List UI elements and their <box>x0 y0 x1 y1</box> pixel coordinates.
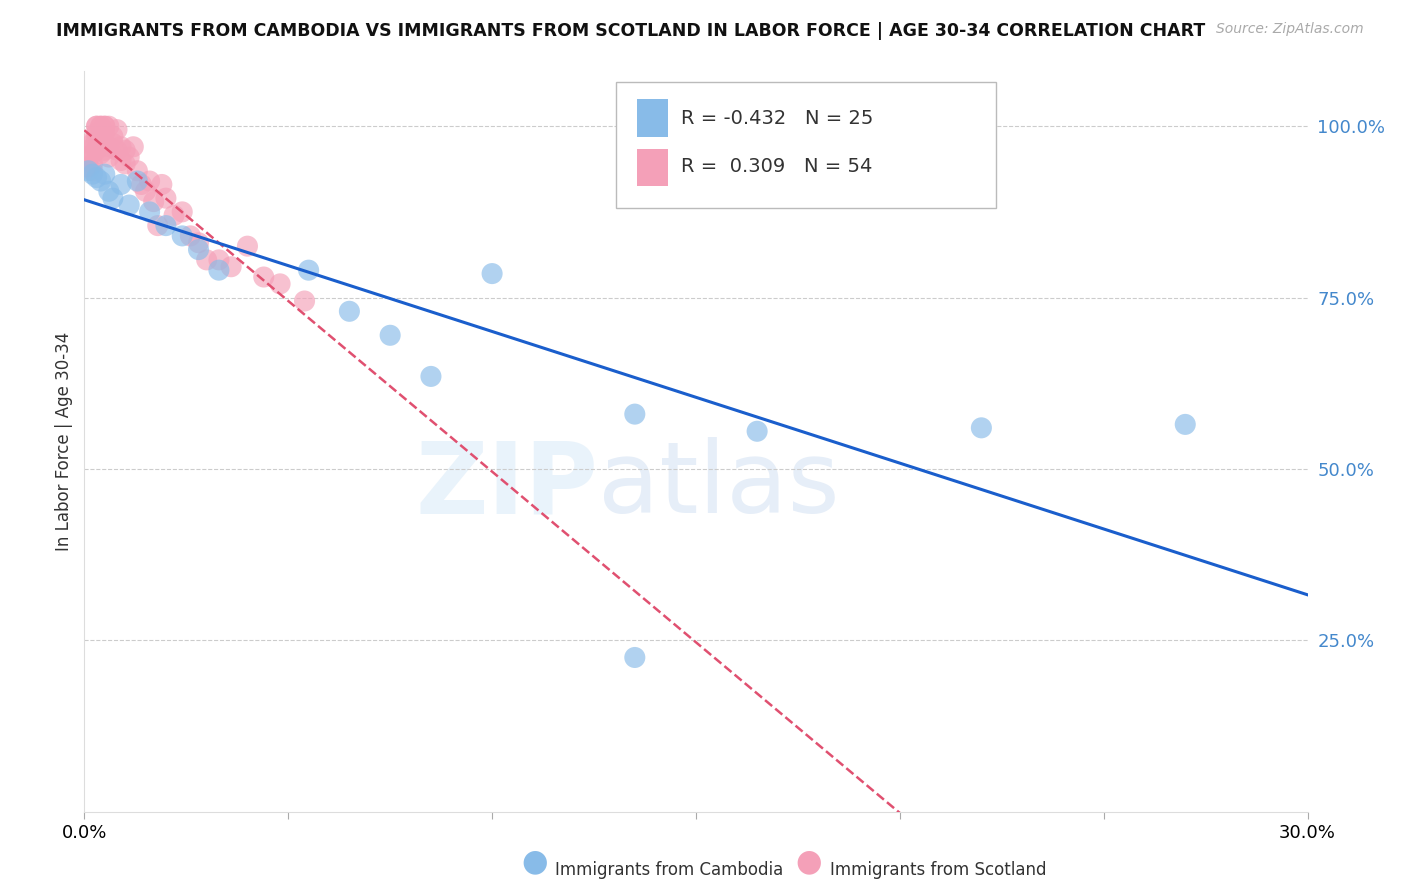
Point <box>339 304 360 318</box>
Point <box>93 119 115 133</box>
Bar <box>637 149 668 186</box>
Point <box>747 424 769 438</box>
Text: atlas: atlas <box>598 437 839 534</box>
Point <box>127 174 149 188</box>
Point <box>97 150 120 164</box>
Point <box>93 119 115 133</box>
Point <box>138 205 160 219</box>
Point <box>624 407 647 421</box>
Point <box>187 243 209 257</box>
Point <box>97 184 120 198</box>
Point <box>97 140 120 154</box>
Point <box>97 119 120 133</box>
Point <box>93 126 115 140</box>
Text: Immigrants from Scotland: Immigrants from Scotland <box>830 861 1046 879</box>
Point <box>208 252 231 267</box>
Point <box>86 133 108 147</box>
Point <box>86 143 108 157</box>
Point <box>298 263 321 277</box>
Text: R = -0.432   N = 25: R = -0.432 N = 25 <box>682 109 873 128</box>
Point <box>90 119 112 133</box>
Text: Immigrants from Cambodia: Immigrants from Cambodia <box>555 861 783 879</box>
Point <box>110 153 132 168</box>
Point <box>82 167 104 181</box>
Point <box>420 369 443 384</box>
Point <box>122 140 145 154</box>
Point <box>208 263 231 277</box>
Point <box>118 198 141 212</box>
Point <box>269 277 291 291</box>
Point <box>105 143 128 157</box>
Point <box>135 184 157 198</box>
Point <box>179 228 201 243</box>
Point <box>1174 417 1197 432</box>
Point <box>93 167 115 181</box>
Point <box>77 161 100 175</box>
Text: R =  0.309   N = 54: R = 0.309 N = 54 <box>682 157 873 176</box>
Point <box>86 119 108 133</box>
Point <box>624 650 647 665</box>
Point <box>82 136 104 151</box>
Point <box>90 146 112 161</box>
Point <box>82 163 104 178</box>
Point <box>77 136 100 151</box>
FancyBboxPatch shape <box>616 82 995 209</box>
Y-axis label: In Labor Force | Age 30-34: In Labor Force | Age 30-34 <box>55 332 73 551</box>
Point <box>146 219 169 233</box>
Point <box>82 146 104 161</box>
Point <box>114 157 136 171</box>
Point <box>138 174 160 188</box>
Point <box>155 219 177 233</box>
Point <box>86 170 108 185</box>
Point <box>142 194 165 209</box>
Point <box>131 178 153 192</box>
Point <box>118 150 141 164</box>
Text: ●: ● <box>522 847 547 876</box>
Text: Source: ZipAtlas.com: Source: ZipAtlas.com <box>1216 22 1364 37</box>
Point <box>219 260 242 274</box>
Point <box>77 143 100 157</box>
Point <box>77 150 100 164</box>
Point <box>172 228 194 243</box>
Point <box>93 136 115 151</box>
Point <box>110 140 132 154</box>
Point <box>187 235 209 250</box>
Point <box>82 157 104 171</box>
Point <box>105 122 128 136</box>
Text: IMMIGRANTS FROM CAMBODIA VS IMMIGRANTS FROM SCOTLAND IN LABOR FORCE | AGE 30-34 : IMMIGRANTS FROM CAMBODIA VS IMMIGRANTS F… <box>56 22 1205 40</box>
Point <box>294 293 316 308</box>
Point <box>150 178 173 192</box>
Point <box>163 208 186 222</box>
Point <box>101 191 124 205</box>
Point <box>195 252 218 267</box>
Bar <box>637 100 668 136</box>
Text: ●: ● <box>796 847 821 876</box>
Point <box>127 163 149 178</box>
Point <box>86 126 108 140</box>
Point <box>86 119 108 133</box>
Point <box>77 163 100 178</box>
Point <box>101 129 124 144</box>
Point <box>172 205 194 219</box>
Point <box>481 267 503 281</box>
Point <box>90 174 112 188</box>
Point <box>236 239 259 253</box>
Point <box>101 136 124 151</box>
Point <box>110 178 132 192</box>
Text: ZIP: ZIP <box>415 437 598 534</box>
Point <box>380 328 402 343</box>
Point <box>114 143 136 157</box>
Point <box>155 191 177 205</box>
Point <box>90 119 112 133</box>
Point <box>93 143 115 157</box>
Point <box>970 421 993 435</box>
Point <box>253 270 276 285</box>
Point <box>90 133 112 147</box>
